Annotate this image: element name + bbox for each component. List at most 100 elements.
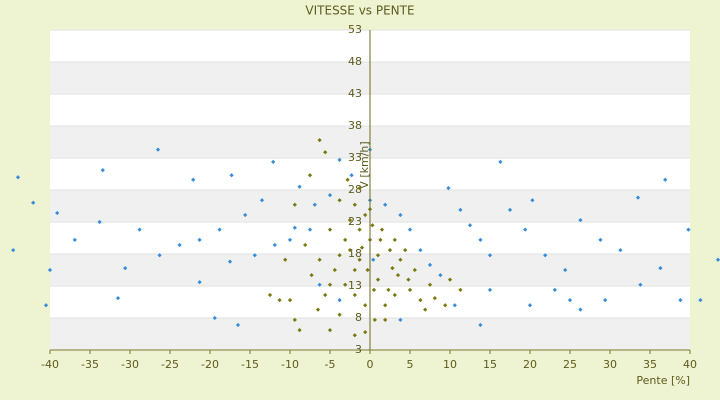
point bbox=[271, 159, 276, 164]
y-tick-label: 33 bbox=[348, 151, 362, 164]
point bbox=[403, 248, 408, 253]
y-tick-label: 23 bbox=[348, 215, 362, 228]
point bbox=[337, 198, 342, 203]
point bbox=[530, 198, 535, 203]
point bbox=[317, 257, 322, 262]
y-tick-label: 38 bbox=[348, 119, 362, 132]
point bbox=[347, 248, 353, 253]
point bbox=[386, 287, 391, 292]
point bbox=[297, 328, 302, 333]
point bbox=[363, 303, 368, 308]
point bbox=[598, 237, 603, 243]
point bbox=[337, 297, 342, 303]
point bbox=[523, 227, 528, 232]
point bbox=[307, 173, 313, 178]
point bbox=[343, 282, 348, 287]
point bbox=[478, 237, 483, 243]
point bbox=[327, 192, 333, 198]
point bbox=[398, 257, 403, 262]
point bbox=[315, 307, 321, 312]
point bbox=[349, 173, 354, 178]
point bbox=[345, 177, 350, 182]
point bbox=[343, 237, 348, 243]
point bbox=[563, 267, 568, 273]
x-tick-label: 40 bbox=[683, 358, 697, 371]
point bbox=[379, 227, 385, 232]
point bbox=[352, 292, 357, 298]
point bbox=[363, 329, 368, 335]
point bbox=[392, 237, 397, 243]
point bbox=[678, 297, 683, 303]
x-tick-label: -10 bbox=[281, 358, 299, 371]
point bbox=[478, 322, 483, 328]
point bbox=[715, 257, 720, 262]
point bbox=[259, 198, 265, 203]
x-tick-label: -35 bbox=[81, 358, 99, 371]
y-tick-label: 13 bbox=[348, 279, 362, 292]
point bbox=[407, 287, 413, 292]
point bbox=[418, 248, 423, 253]
point bbox=[317, 282, 322, 287]
point bbox=[287, 237, 293, 243]
x-tick-label: -25 bbox=[161, 358, 179, 371]
point bbox=[327, 227, 333, 232]
point bbox=[359, 245, 365, 250]
point bbox=[507, 207, 513, 212]
chart-title: VITESSE vs PENTE bbox=[305, 4, 414, 18]
point bbox=[398, 317, 403, 323]
x-tick-label: 20 bbox=[523, 358, 537, 371]
y-tick-label: 28 bbox=[348, 183, 362, 196]
point bbox=[327, 282, 333, 287]
point bbox=[31, 200, 36, 205]
point bbox=[357, 227, 362, 232]
point bbox=[383, 317, 388, 323]
point bbox=[458, 287, 463, 292]
point bbox=[337, 157, 342, 163]
point bbox=[312, 202, 317, 207]
point bbox=[217, 227, 222, 232]
point bbox=[55, 210, 60, 216]
point bbox=[11, 248, 16, 253]
point bbox=[552, 287, 557, 292]
point bbox=[337, 312, 342, 317]
point bbox=[191, 177, 196, 182]
y-tick-label: 3 bbox=[355, 343, 362, 356]
point bbox=[686, 227, 691, 232]
point bbox=[487, 287, 493, 292]
point bbox=[446, 185, 451, 191]
point bbox=[15, 175, 21, 180]
point bbox=[235, 322, 241, 328]
y-axis-label: V [km/h] bbox=[358, 141, 371, 188]
point bbox=[603, 297, 608, 303]
point bbox=[698, 297, 703, 303]
point bbox=[292, 317, 297, 323]
point bbox=[406, 277, 411, 282]
x-tick-label: -30 bbox=[121, 358, 139, 371]
x-tick-label: 5 bbox=[407, 358, 414, 371]
point bbox=[137, 227, 142, 232]
point bbox=[543, 253, 548, 258]
point bbox=[452, 303, 457, 308]
point bbox=[447, 277, 453, 282]
y-tick-label: 43 bbox=[348, 87, 362, 100]
point bbox=[352, 267, 357, 273]
point bbox=[157, 253, 162, 258]
point bbox=[177, 242, 182, 248]
point bbox=[337, 253, 342, 258]
point bbox=[371, 287, 377, 292]
point bbox=[372, 317, 377, 323]
point bbox=[297, 184, 302, 189]
point bbox=[197, 280, 202, 285]
point bbox=[212, 315, 217, 321]
point bbox=[370, 223, 375, 228]
point bbox=[292, 202, 297, 207]
point bbox=[412, 267, 417, 273]
point bbox=[427, 282, 433, 287]
point bbox=[383, 202, 388, 207]
point bbox=[155, 147, 161, 152]
point bbox=[243, 212, 248, 218]
point bbox=[432, 296, 437, 301]
point bbox=[375, 277, 381, 282]
point bbox=[309, 272, 314, 278]
point bbox=[292, 225, 297, 230]
